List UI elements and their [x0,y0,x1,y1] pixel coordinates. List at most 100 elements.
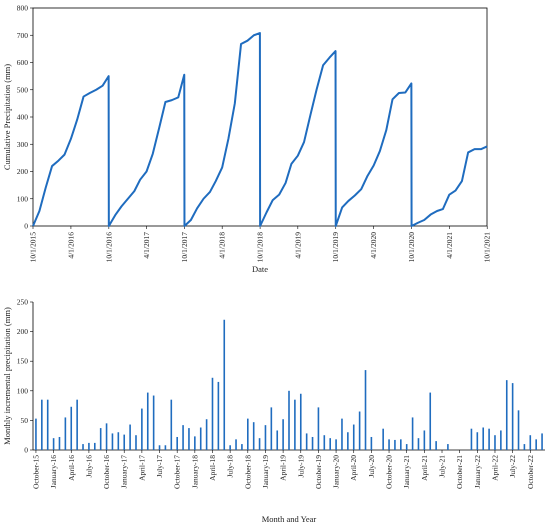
x-tick-label: July-19 [296,455,305,478]
monthly-bar [411,417,414,450]
monthly-bar [505,380,508,450]
y-tick-label: 150 [17,357,29,366]
monthly-bar [494,435,496,450]
monthly-bar [541,433,543,450]
x-tick-label: 10/1/2016 [104,232,113,263]
monthly-bar [252,422,255,450]
cumulative-series-line [32,32,488,227]
x-tick-label: April-17 [137,455,146,481]
y-tick-label: 500 [17,85,29,94]
monthly-bar [182,425,184,450]
monthly-bar [235,439,237,450]
monthly-bar [382,428,384,450]
monthly-bar [111,433,114,450]
monthly-bar [35,418,37,450]
x-tick-label: January-22 [473,455,482,489]
monthly-bar [305,433,308,450]
x-tick-label: April-20 [349,455,358,481]
monthly-bar [323,435,326,450]
monthly-bar [52,438,55,450]
monthly-bar [141,408,143,450]
monthly-bar [70,406,73,450]
monthly-bar [99,428,102,450]
monthly-bar [199,427,202,450]
monthly-bar [264,425,267,450]
monthly-bar [164,445,167,450]
monthly-bar [317,407,320,450]
monthly-bar [194,436,196,450]
monthly-bar [288,390,290,450]
x-tick-label: 10/1/2020 [407,232,416,263]
monthly-bar [400,439,402,450]
y-tick-label: 200 [17,327,29,336]
y-tick-label: 400 [17,113,29,122]
x-tick-label: January-19 [261,455,270,489]
y-axis-title: Monthly incremental precipitation (mm) [2,307,12,445]
x-tick-label: 10/1/2017 [180,232,189,263]
monthly-bar [470,428,473,450]
monthly-bar [423,430,426,450]
monthly-bar [311,436,314,450]
monthly-bar [93,442,96,450]
x-tick-label: October-20 [385,455,394,489]
y-tick-label: 600 [17,58,29,67]
monthly-bar [88,442,90,450]
x-tick-label: January-18 [190,455,199,489]
cumulative-precipitation-chart: 0 100 200 300 400 500 600 700 800 10/1/2015 4/1/20… [2,4,492,275]
monthly-bar [117,432,120,450]
y-tick-label: 800 [17,4,29,13]
monthly-bar [76,399,78,450]
monthly-bar [405,444,408,450]
monthly-bar [535,439,537,450]
y-tick-label: 200 [17,167,29,176]
monthly-bar [429,392,432,450]
monthly-bar [358,411,361,450]
monthly-bar [158,445,161,450]
monthly-bar [394,439,396,450]
monthly-bar [294,399,296,450]
x-tick-label: July-20 [367,455,376,478]
monthly-bar [511,383,514,450]
monthly-bar [58,436,61,450]
monthly-bar [205,419,208,450]
monthly-bar [258,438,261,450]
x-tick-label: April-19 [279,455,288,481]
x-tick-label: 4/1/2017 [142,232,151,259]
x-tick-label: January-17 [120,455,129,489]
monthly-bar [341,418,343,450]
x-tick-label: July-22 [508,455,517,478]
x-tick-label: July-17 [155,455,164,478]
y-tick-label: 250 [17,298,29,307]
x-tick-label: October-16 [102,455,111,489]
x-tick-label: April-21 [420,455,429,481]
monthly-bar [417,438,420,450]
x-tick-label: October-18 [243,455,252,489]
x-axis-title: Month and Year [262,514,317,524]
x-tick-label: 4/1/2016 [66,232,75,259]
monthly-precipitation-chart: 0 50 100 150 200 250 October-15 January-16 April… [2,298,545,524]
monthly-bar [217,381,220,450]
x-tick-label: July-16 [84,455,93,478]
monthly-bar [123,434,126,450]
monthly-bar [176,436,178,450]
x-tick-label: July-21 [438,455,447,478]
x-tick-label: October-17 [173,455,182,489]
monthly-bar [282,419,284,450]
x-tick-label: April-22 [490,455,499,481]
y-tick-label: 100 [17,386,29,395]
monthly-bar [46,399,49,450]
x-tick-label: 10/1/2018 [256,232,265,263]
monthly-bar [335,439,337,450]
monthly-bar [41,399,43,450]
monthly-bar [152,395,155,450]
monthly-bar [188,428,190,450]
monthly-bar [82,444,84,450]
monthly-bar [529,435,532,450]
y-axis-title: Cumulative Precipitation (mm) [2,64,12,170]
monthly-bar [352,424,355,450]
y-tick-label: 0 [24,222,28,231]
x-tick-label: January-16 [49,455,58,489]
monthly-bar [364,370,367,450]
monthly-bar [447,444,449,450]
x-tick-label: October-22 [526,455,535,489]
